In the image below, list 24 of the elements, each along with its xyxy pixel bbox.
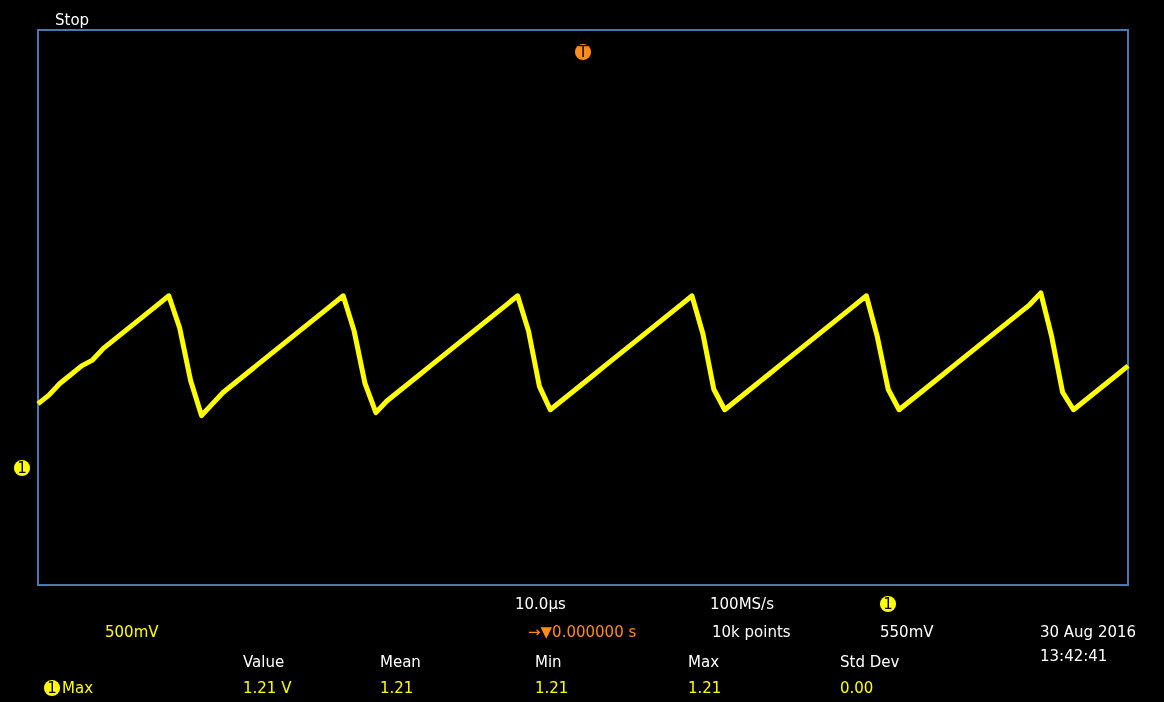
text: 1.21 (380, 679, 414, 697)
text: T (577, 43, 589, 61)
text: 30 Aug 2016 (1040, 623, 1137, 641)
text: 1.21 V (243, 679, 293, 697)
text: Mean (380, 653, 421, 671)
text: Stop (55, 11, 90, 29)
text: 100MS/s (710, 595, 775, 613)
text: Max (688, 653, 720, 671)
text: 10.0µs (515, 595, 566, 613)
text: Min (535, 653, 562, 671)
text: 500mV (105, 623, 160, 641)
text: Value (243, 653, 285, 671)
text: 1 (883, 595, 893, 613)
text: 1 (47, 679, 57, 697)
text: 1.21 (535, 679, 569, 697)
text: Std Dev (840, 653, 900, 671)
text: 13:42:41 (1040, 647, 1108, 665)
text: 10k points (712, 623, 791, 641)
text: Max (62, 679, 94, 697)
text: →▼0.000000 s (528, 623, 637, 641)
text: 550mV (880, 623, 935, 641)
text: 1 (17, 459, 27, 477)
text: 1.21 (688, 679, 722, 697)
text: 0.00 (840, 679, 874, 697)
